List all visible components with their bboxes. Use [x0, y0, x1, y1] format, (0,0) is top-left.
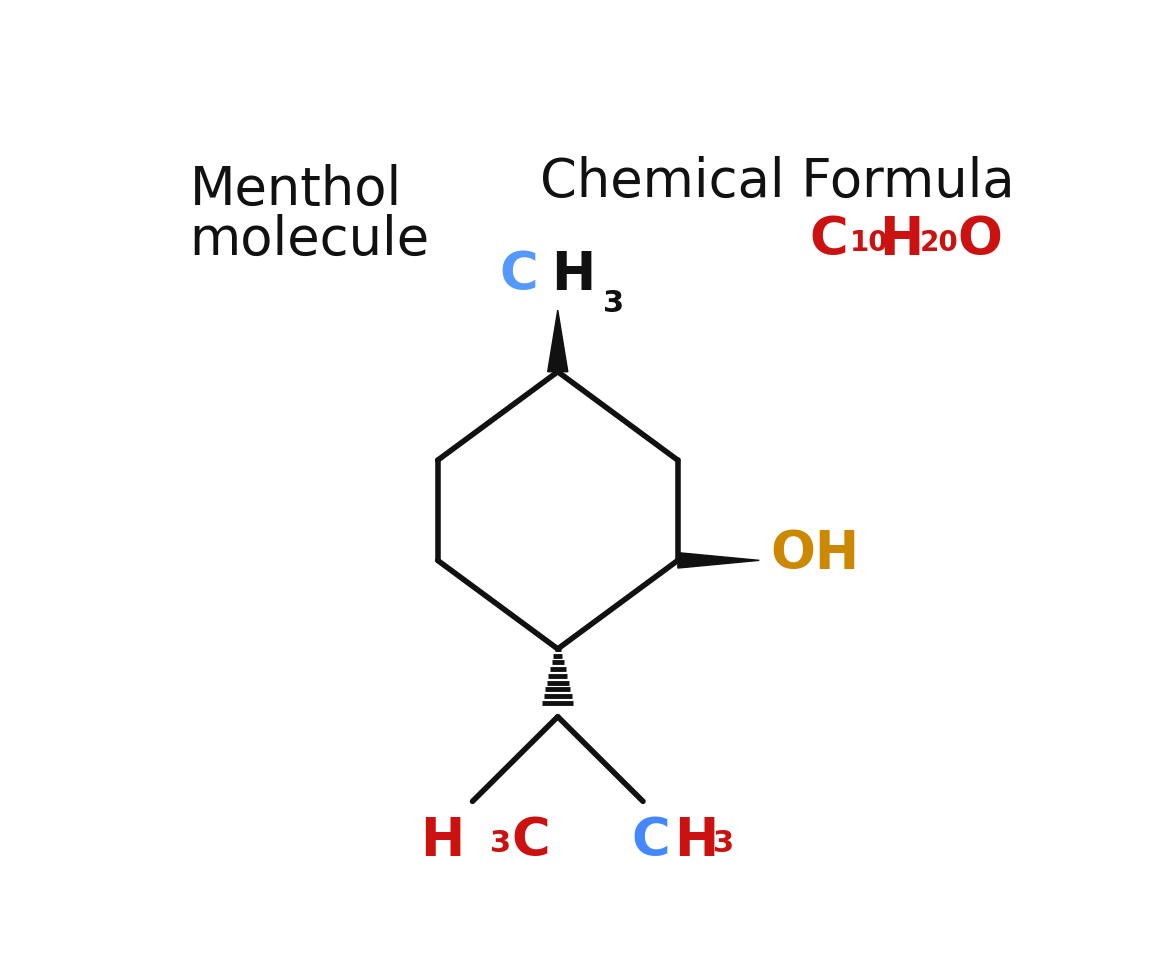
Text: Menthol: Menthol [189, 164, 402, 216]
Text: H: H [552, 249, 596, 301]
Text: molecule: molecule [189, 214, 429, 266]
Text: 3: 3 [603, 289, 623, 318]
Polygon shape [548, 310, 568, 371]
Text: 10: 10 [850, 229, 889, 257]
Text: 3: 3 [489, 829, 510, 858]
Text: H: H [880, 214, 923, 266]
Text: C: C [632, 815, 670, 867]
Text: H: H [674, 815, 719, 867]
Text: C: C [512, 815, 550, 867]
Text: C: C [809, 214, 848, 266]
Text: 20: 20 [920, 229, 958, 257]
Text: Chemical Formula: Chemical Formula [541, 156, 1015, 208]
Text: O: O [957, 214, 1002, 266]
Polygon shape [677, 553, 760, 568]
Text: H: H [421, 815, 465, 867]
Text: 3: 3 [713, 829, 734, 858]
Text: OH: OH [771, 528, 860, 580]
Text: C: C [500, 249, 539, 301]
